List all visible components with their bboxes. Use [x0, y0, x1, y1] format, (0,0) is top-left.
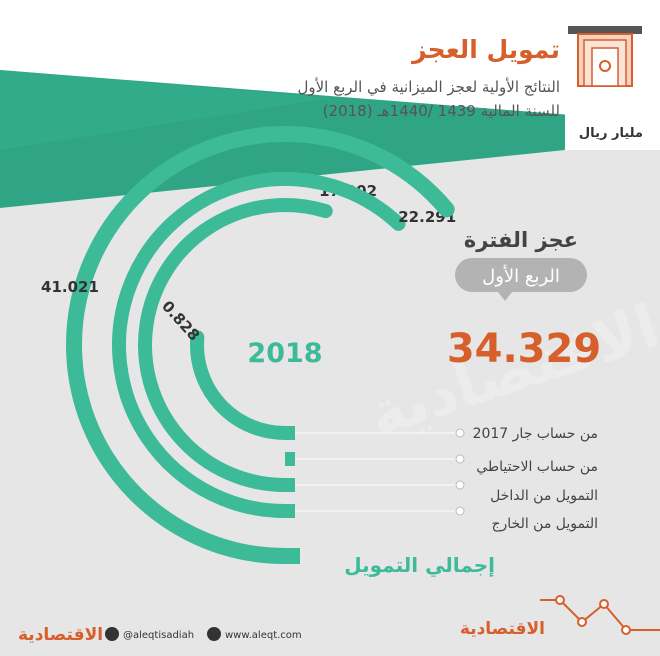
- chart-center-label: 2018: [247, 338, 322, 369]
- header-panel: [0, 0, 660, 122]
- deficit-label: عجز الفترة: [464, 228, 578, 252]
- globe-icon: [207, 627, 221, 641]
- twitter-icon: [105, 627, 119, 641]
- bar-arc-0: [190, 330, 292, 440]
- website-link: www.aleqt.com: [225, 630, 302, 641]
- deficit-value: 34.329: [447, 326, 601, 372]
- total-bar-arc: [66, 126, 455, 564]
- legend-dot-3: [455, 506, 465, 516]
- unit-box: [565, 112, 660, 150]
- footer-logo: الاقتصادية: [18, 625, 103, 645]
- money-stack-icon: [568, 26, 642, 87]
- legend-dot-1: [455, 454, 465, 464]
- subtitle-line-1: النتائج الأولية لعجز الميزانية في الربع …: [297, 77, 560, 97]
- period-badge-label: الربع الأول: [482, 265, 560, 287]
- footer-brand: الاقتصادية: [460, 619, 545, 639]
- page-title: تمويل العجز: [410, 35, 560, 65]
- period-badge-pointer: [498, 292, 512, 301]
- bar-arc-2: [138, 198, 333, 492]
- twitter-handle: @aleqtisadiah: [123, 630, 194, 641]
- header-band-shade: [0, 70, 330, 150]
- period-badge: [455, 258, 587, 292]
- footer-trend-decoration: [540, 595, 660, 635]
- legend-label-0: من حساب جار 2017: [473, 426, 598, 442]
- legend-label-2: التمويل من الداخل: [490, 488, 598, 504]
- total-funding-label: إجمالي التمويل: [344, 553, 495, 578]
- total-value-label: 41.021: [41, 278, 99, 296]
- legend-label-1: من حساب الاحتياطي: [476, 459, 598, 475]
- legend-dot-2: [455, 480, 465, 490]
- legend-dot-0: [455, 428, 465, 438]
- subtitle-line-2: للسنة المالية 1439 /1440هـ (2018): [323, 102, 560, 120]
- bar-arc-3: [112, 172, 406, 518]
- legend-label-3: التمويل من الخارج: [491, 516, 598, 532]
- unit-label: مليار ريال: [579, 126, 643, 141]
